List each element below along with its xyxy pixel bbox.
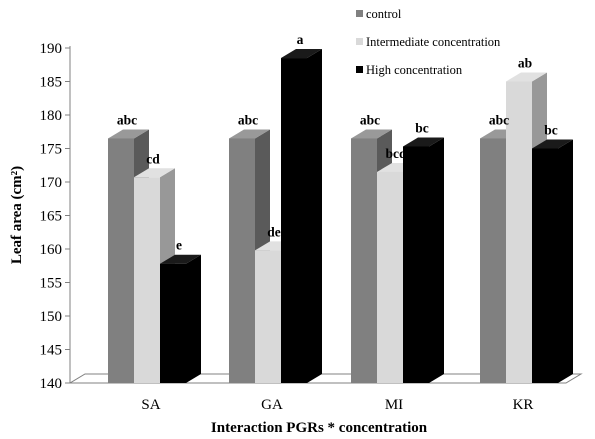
data-label: ab xyxy=(518,56,532,71)
bar-side xyxy=(429,137,444,383)
bar-front xyxy=(532,148,558,383)
y-tick-label: 180 xyxy=(40,108,63,124)
bar-front xyxy=(377,171,403,383)
y-tick-label: 170 xyxy=(40,175,63,191)
bar-top xyxy=(403,137,444,147)
bar-side xyxy=(307,49,322,384)
bar-side xyxy=(558,139,573,383)
bar-side xyxy=(186,254,201,383)
x-axis-title: Interaction PGRs * concentration xyxy=(211,420,428,436)
data-label: a xyxy=(297,32,304,47)
bar-top xyxy=(506,72,547,82)
bar-top xyxy=(160,254,201,264)
y-tick-label: 175 xyxy=(40,142,63,158)
bar-top xyxy=(108,129,149,139)
bar-front xyxy=(480,138,506,383)
y-axis-title: Leaf area (cm²) xyxy=(9,166,25,264)
data-label: abc xyxy=(360,112,380,127)
legend-swatch xyxy=(356,38,363,45)
x-tick-label: MI xyxy=(385,397,403,413)
legend-label: High concentration xyxy=(366,63,463,77)
legend-swatch xyxy=(356,66,363,73)
x-tick-label: GA xyxy=(261,397,283,413)
x-tick-label: SA xyxy=(141,397,160,413)
legend-item: High concentration xyxy=(356,63,463,77)
bar-front xyxy=(255,250,281,383)
data-label: bc xyxy=(415,120,429,135)
bar-front xyxy=(506,81,532,383)
bar xyxy=(403,137,444,383)
y-tick-label: 155 xyxy=(40,276,63,292)
y-tick-label: 190 xyxy=(40,41,63,57)
bar-front xyxy=(134,177,160,383)
data-label: cd xyxy=(146,151,160,166)
legend-item: control xyxy=(356,7,402,21)
bar-top xyxy=(351,129,392,139)
y-tick-label: 185 xyxy=(40,75,63,91)
y-tick-label: 150 xyxy=(40,309,63,325)
data-label: e xyxy=(176,238,182,253)
data-label: de xyxy=(267,224,281,239)
bar xyxy=(281,49,322,384)
bar-front xyxy=(351,138,377,383)
bar-front xyxy=(281,58,307,384)
data-label: abc xyxy=(489,112,509,127)
legend-swatch xyxy=(356,10,363,17)
bar xyxy=(160,254,201,383)
data-label: abc xyxy=(238,112,258,127)
legend-item: Intermediate concentration xyxy=(356,35,501,49)
bar-front xyxy=(403,146,429,383)
bar-front xyxy=(229,138,255,383)
y-tick-label: 165 xyxy=(40,209,63,225)
bar xyxy=(532,139,573,383)
bar-top xyxy=(229,129,270,139)
category-axis: SA GA MI KR xyxy=(141,397,533,413)
value-axis: 140 145 150 155 160 165 170 175 180 185 190 xyxy=(40,41,71,392)
y-tick-label: 140 xyxy=(40,376,63,392)
x-tick-label: KR xyxy=(513,397,534,413)
y-tick-label: 145 xyxy=(40,343,63,359)
legend-label: control xyxy=(366,7,402,21)
data-label: bc xyxy=(544,123,558,138)
legend-label: Intermediate concentration xyxy=(366,35,501,49)
bar-top xyxy=(532,139,573,149)
bar-top xyxy=(134,168,175,178)
bars xyxy=(108,49,573,384)
bar-top xyxy=(281,49,322,59)
y-tick-label: 160 xyxy=(40,242,63,258)
data-label: bcd xyxy=(385,146,407,161)
bar-front xyxy=(108,138,134,383)
legend: control Intermediate concentration High co… xyxy=(356,7,501,77)
data-label: abc xyxy=(117,112,137,127)
bar-front xyxy=(160,263,186,383)
